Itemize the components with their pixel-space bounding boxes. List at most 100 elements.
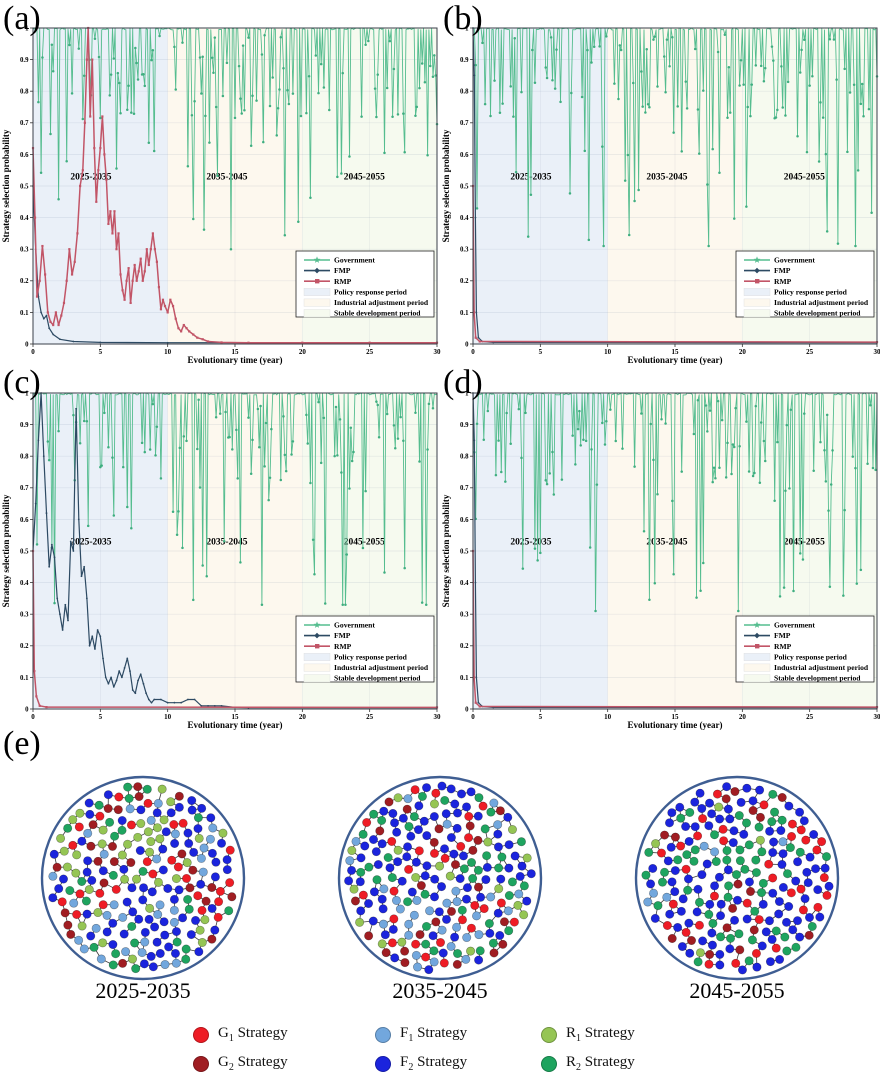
svg-text:0.8: 0.8 — [460, 89, 469, 96]
svg-text:0.8: 0.8 — [460, 454, 469, 461]
svg-text:0.5: 0.5 — [460, 548, 469, 555]
svg-text:1: 1 — [465, 390, 469, 397]
svg-text:0.7: 0.7 — [460, 120, 469, 127]
legend-label-g1: G1 Strategy — [218, 1025, 288, 1044]
legend-label-f2: F2 Strategy — [400, 1054, 468, 1073]
svg-text:5: 5 — [539, 348, 543, 356]
svg-text:15: 15 — [232, 348, 240, 356]
svg-text:0.4: 0.4 — [20, 215, 29, 222]
svg-text:Evolutionary time (year): Evolutionary time (year) — [188, 720, 283, 730]
svg-text:25: 25 — [806, 713, 814, 721]
svg-text:25: 25 — [806, 348, 814, 356]
svg-text:0.6: 0.6 — [20, 517, 29, 524]
axes-frame: 0 5 10 15 20 25 30 0 0.1 0.2 0.3 0.4 0.5 0.6 0.7 0.8 0.9… — [20, 390, 441, 721]
panel-letter-c: (c) — [3, 364, 41, 401]
svg-text:0.5: 0.5 — [20, 183, 29, 190]
svg-text:2035-2045: 2035-2045 — [206, 173, 247, 183]
axes-frame: 0 5 10 15 20 25 30 0 0.1 0.2 0.3 0.4 0.5 0.6 0.7 0.8 0.9… — [460, 390, 880, 721]
svg-text:Strategy selection probability: Strategy selection probability — [1, 494, 11, 607]
axes-frame: 0 5 10 15 20 25 30 0 0.1 0.2 0.3 0.4 0.5 0.6 0.7 0.8 0.9… — [20, 25, 441, 356]
svg-text:Government: Government — [774, 256, 815, 265]
svg-text:2025-2035: 2025-2035 — [510, 538, 551, 548]
svg-text:FMP: FMP — [774, 266, 791, 275]
svg-text:30: 30 — [434, 713, 442, 721]
svg-text:0.7: 0.7 — [20, 120, 29, 127]
svg-text:0.1: 0.1 — [20, 675, 29, 682]
svg-text:2025-2035: 2025-2035 — [70, 538, 111, 548]
svg-text:0.1: 0.1 — [460, 310, 469, 317]
svg-text:2045-2055: 2045-2055 — [344, 173, 385, 183]
legend-label-g2: G2 Strategy — [218, 1054, 288, 1073]
svg-text:0.5: 0.5 — [20, 548, 29, 555]
series — [31, 26, 439, 344]
svg-text:0: 0 — [31, 348, 35, 356]
network-label: 2045-2055 — [689, 978, 784, 1003]
legend-dot-g2 — [193, 1055, 209, 1072]
svg-text:30: 30 — [434, 348, 442, 356]
svg-text:0: 0 — [25, 706, 29, 713]
series-rmp — [32, 550, 438, 709]
svg-text:5: 5 — [539, 713, 543, 721]
svg-text:25: 25 — [366, 348, 374, 356]
network-2025-2035: 2025-2035 — [40, 775, 246, 1003]
svg-text:RMP: RMP — [774, 277, 792, 286]
svg-text:Stable development period: Stable development period — [774, 674, 861, 683]
svg-text:5: 5 — [99, 713, 103, 721]
svg-text:0.5: 0.5 — [460, 183, 469, 190]
network-panels: 2025-2035 2035-2045 2045-2055 — [40, 775, 840, 1003]
svg-text:0.2: 0.2 — [460, 643, 469, 650]
svg-text:Industrial adjustment period: Industrial adjustment period — [334, 663, 429, 672]
svg-text:0.6: 0.6 — [460, 517, 469, 524]
svg-text:20: 20 — [739, 348, 747, 356]
legend-label-r2: R2 Strategy — [566, 1054, 635, 1073]
legend-dot-r1 — [541, 1026, 557, 1043]
svg-text:0: 0 — [25, 341, 29, 348]
svg-text:5: 5 — [99, 348, 103, 356]
svg-text:RMP: RMP — [334, 277, 352, 286]
svg-text:2025-2035: 2025-2035 — [70, 173, 111, 183]
svg-text:Policy response period: Policy response period — [774, 652, 848, 661]
svg-text:1: 1 — [25, 25, 29, 32]
svg-text:15: 15 — [232, 713, 240, 721]
svg-text:0: 0 — [31, 713, 35, 721]
svg-text:0.1: 0.1 — [460, 675, 469, 682]
svg-text:Government: Government — [334, 621, 375, 630]
panel-letter-e: (e) — [3, 725, 41, 762]
svg-text:0.3: 0.3 — [460, 612, 469, 619]
svg-text:Policy response period: Policy response period — [774, 287, 848, 296]
legend-item-f1: F1 Strategy — [375, 1025, 541, 1044]
network-legend: G1 Strategy G2 Strategy F1 Strategy F2 S… — [193, 1020, 701, 1078]
network-nodes — [48, 782, 237, 974]
network-2035-2045: 2035-2045 — [337, 775, 543, 1003]
svg-text:20: 20 — [299, 713, 307, 721]
network-label: 2035-2045 — [392, 978, 487, 1003]
svg-text:20: 20 — [739, 713, 747, 721]
svg-text:30: 30 — [874, 713, 880, 721]
series — [471, 392, 879, 709]
network-nodes — [344, 781, 536, 975]
svg-text:10: 10 — [604, 713, 612, 721]
svg-text:15: 15 — [672, 348, 680, 356]
svg-text:30: 30 — [874, 348, 880, 356]
svg-text:0: 0 — [471, 348, 475, 356]
legend-dot-g1 — [193, 1026, 209, 1043]
legend-item-r2: R2 Strategy — [541, 1054, 701, 1073]
svg-text:0: 0 — [471, 713, 475, 721]
legend-dot-r2 — [541, 1055, 557, 1072]
legend-item-r1: R1 Strategy — [541, 1025, 701, 1044]
svg-text:Evolutionary time (year): Evolutionary time (year) — [188, 355, 283, 365]
svg-text:10: 10 — [604, 348, 612, 356]
svg-text:RMP: RMP — [334, 642, 352, 651]
svg-text:Industrial adjustment period: Industrial adjustment period — [774, 663, 869, 672]
svg-text:0.9: 0.9 — [460, 57, 469, 64]
svg-text:0.2: 0.2 — [20, 278, 29, 285]
legend-item-g2: G2 Strategy — [193, 1054, 375, 1073]
svg-text:0: 0 — [465, 341, 469, 348]
panel-letter-a: (a) — [3, 0, 41, 37]
svg-text:Stable development period: Stable development period — [334, 674, 421, 683]
svg-text:0.4: 0.4 — [460, 580, 469, 587]
